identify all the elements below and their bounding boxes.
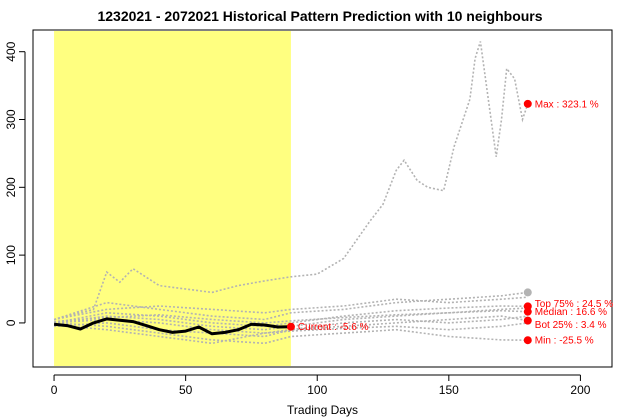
y-tick-label: 300 (4, 109, 18, 129)
x-axis-label: Trading Days (287, 403, 358, 417)
marker-label: Bot 25% : 3.4 % (535, 320, 607, 331)
x-axis: 0 50 100 150 200 (51, 374, 591, 397)
neighbour-series-line-8 (53, 296, 528, 321)
neighbour-series-line-4 (53, 309, 528, 331)
marker-point (523, 336, 532, 345)
chart-title: 1232021 - 2072021 Historical Pattern Pre… (97, 8, 542, 24)
marker-label: Median : 16.6 % (535, 307, 607, 318)
plot-frame (32, 29, 613, 368)
x-tick-label: 150 (439, 383, 459, 397)
marker-label: Current : -5.6 % (298, 322, 369, 333)
neighbour-series-line-6 (54, 322, 528, 345)
x-tick-label: 50 (179, 383, 193, 397)
neighbour-series-line-9 (54, 322, 528, 345)
marker-label: Max : 323.1 % (535, 99, 599, 110)
neighbour-series-line-2 (53, 291, 528, 321)
marker-point (286, 322, 295, 331)
marker-label: Min : -25.5 % (535, 336, 594, 347)
neighbour-series-line-1 (53, 41, 529, 321)
y-axis: 0 100 200 300 400 (4, 41, 26, 326)
neighbour-endpoint-marker (523, 288, 532, 297)
y-tick-label: 100 (4, 245, 18, 265)
x-tick-label: 100 (307, 383, 327, 397)
x-tick-label: 200 (570, 383, 590, 397)
y-tick-label: 400 (4, 41, 18, 61)
marker-point (523, 99, 532, 108)
neighbour-series-line-7 (54, 315, 528, 338)
neighbour-series-line-3 (53, 305, 528, 328)
marker-label: Top 75% : 24.5 % (535, 299, 613, 310)
current-series-line (53, 317, 291, 336)
neighbour-series-line-10 (54, 307, 528, 324)
marker-group: Current : -5.6 % Max : 323.1 % Top 75% : 2… (286, 99, 613, 347)
marker-point (523, 316, 532, 325)
x-tick-label: 0 (51, 383, 58, 397)
marker-point (523, 307, 532, 316)
y-tick-label: 200 (4, 177, 18, 197)
y-tick-label: 0 (4, 319, 18, 326)
